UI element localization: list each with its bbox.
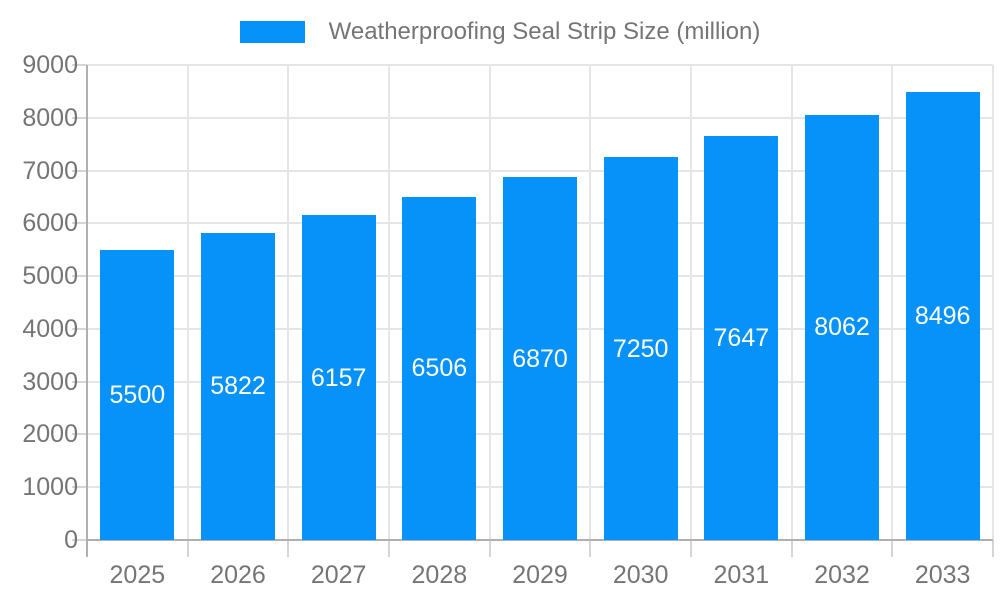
y-axis-tick bbox=[72, 486, 87, 489]
x-axis-tick bbox=[690, 540, 692, 557]
x-axis-label-2031: 2031 bbox=[713, 561, 770, 589]
x-axis-label-2032: 2032 bbox=[814, 561, 870, 589]
x-axis-tick bbox=[589, 540, 592, 557]
y-axis-tick bbox=[72, 433, 87, 436]
gridline-vertical bbox=[690, 65, 692, 540]
x-axis-tick bbox=[992, 540, 994, 557]
y-axis-tick bbox=[72, 539, 87, 541]
y-axis-tick bbox=[72, 169, 87, 172]
x-axis-label-2030: 2030 bbox=[612, 561, 669, 589]
bar-2033[interactable] bbox=[905, 91, 980, 540]
bar-2025[interactable] bbox=[100, 249, 175, 540]
x-axis-label-2026: 2026 bbox=[210, 561, 266, 589]
gridline-horizontal bbox=[87, 64, 993, 66]
x-axis-label-2028: 2028 bbox=[411, 561, 468, 589]
gridline-vertical bbox=[488, 65, 491, 540]
x-axis-tick bbox=[388, 540, 390, 557]
gridline-vertical bbox=[388, 65, 390, 540]
bar-2028[interactable] bbox=[402, 196, 477, 540]
y-axis-label-9000: 9000 bbox=[22, 51, 78, 79]
y-axis-label-3000: 3000 bbox=[22, 367, 78, 396]
x-axis-label-2025: 2025 bbox=[109, 561, 166, 589]
y-axis-tick bbox=[72, 327, 87, 330]
x-axis-tick bbox=[287, 540, 290, 557]
y-axis-label-7000: 7000 bbox=[22, 156, 78, 185]
legend[interactable]: Weatherproofing Seal Strip Size (million… bbox=[0, 18, 1000, 46]
x-axis-line bbox=[87, 539, 993, 541]
y-axis-label-4000: 4000 bbox=[22, 314, 78, 343]
y-axis-tick bbox=[72, 275, 87, 278]
y-axis-tick bbox=[72, 116, 87, 119]
x-axis-label-2029: 2029 bbox=[512, 561, 568, 589]
y-axis-tick bbox=[72, 64, 87, 66]
legend-label: Weatherproofing Seal Strip Size (million… bbox=[328, 18, 761, 45]
y-axis-tick bbox=[72, 380, 87, 383]
y-axis-label-8000: 8000 bbox=[22, 103, 78, 132]
y-axis-label-0: 0 bbox=[64, 526, 78, 554]
x-axis-tick bbox=[891, 540, 894, 557]
gridline-vertical bbox=[589, 65, 592, 540]
gridline-vertical bbox=[186, 65, 189, 540]
bar-2030[interactable] bbox=[603, 157, 678, 540]
bar-2026[interactable] bbox=[201, 232, 275, 540]
y-axis-label-6000: 6000 bbox=[22, 209, 78, 238]
y-axis-label-5000: 5000 bbox=[22, 262, 78, 291]
gridline-vertical bbox=[287, 65, 290, 540]
x-axis-tick bbox=[186, 540, 189, 557]
bar-2029[interactable] bbox=[503, 177, 577, 540]
x-axis-label-2027: 2027 bbox=[310, 561, 367, 589]
bar-2031[interactable] bbox=[704, 136, 779, 540]
y-axis-line bbox=[86, 65, 88, 557]
gridline-horizontal bbox=[87, 169, 993, 172]
x-axis-tick bbox=[790, 540, 793, 557]
gridline-vertical bbox=[992, 65, 994, 540]
y-axis-label-1000: 1000 bbox=[22, 473, 78, 502]
x-axis-tick bbox=[488, 540, 491, 557]
y-axis-label-2000: 2000 bbox=[22, 420, 78, 449]
x-axis-label-2033: 2033 bbox=[914, 561, 971, 589]
legend-swatch bbox=[239, 21, 305, 43]
bar-2027[interactable] bbox=[301, 215, 376, 540]
bar-2032[interactable] bbox=[805, 114, 879, 540]
gridline-vertical bbox=[891, 65, 894, 540]
y-axis-tick bbox=[72, 222, 87, 225]
gridline-horizontal bbox=[87, 116, 993, 119]
gridline-vertical bbox=[790, 65, 793, 540]
